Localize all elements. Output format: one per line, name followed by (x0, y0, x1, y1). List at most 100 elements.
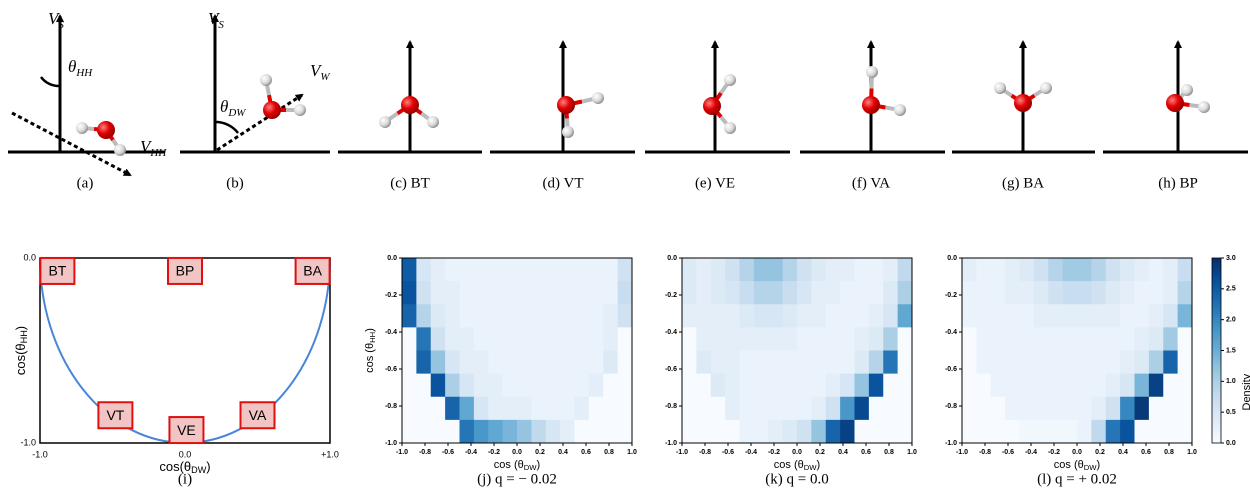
heat-cell (1120, 419, 1135, 444)
heat-cell (1091, 373, 1107, 398)
heat-cell (825, 304, 841, 328)
heat-cell (976, 304, 992, 328)
heat-cell (868, 396, 884, 421)
heat-cell (1163, 327, 1179, 351)
heat-cell (897, 304, 913, 328)
heat-cell (1148, 396, 1164, 421)
heat-cell (1033, 281, 1049, 305)
x-tick-label: 1.0 (907, 449, 917, 456)
x-tick-label: -0.4 (1025, 449, 1037, 456)
axis-label: cos (θDW) (774, 459, 820, 472)
heat-cell (897, 396, 913, 421)
heat-cell (1134, 327, 1150, 351)
axis-label: cos (θDW) (494, 459, 540, 472)
heat-cell (1033, 258, 1049, 282)
heat-cell (962, 327, 977, 351)
axis-label-part: cos (θ (1054, 459, 1084, 471)
heat-cell (1091, 258, 1107, 282)
hydrogen-atom (894, 104, 906, 116)
colorbar-step (1212, 378, 1221, 382)
heat-cell (682, 258, 697, 282)
heat-cell (402, 419, 417, 444)
heat-cell (797, 327, 812, 351)
heat-cell (897, 281, 913, 305)
symbol-label: VHH (140, 137, 167, 159)
axis-label-sub: DW (191, 465, 207, 475)
heat-cell (696, 258, 712, 282)
x-tick-label: 0.8 (604, 449, 614, 456)
state-label: BP (176, 263, 195, 279)
heat-cell (517, 419, 532, 444)
heat-cell (710, 350, 726, 375)
heat-cell (797, 258, 812, 282)
heat-cell (1134, 350, 1150, 375)
heat-cell (797, 304, 812, 328)
heat-cell (1177, 281, 1193, 305)
x-tick-label: 0.0 (512, 449, 522, 456)
heat-cell (1148, 304, 1164, 328)
panel-caption: (c) BT (390, 175, 430, 191)
heat-cell (962, 419, 977, 444)
heat-cell (502, 373, 518, 398)
heat-cell (603, 419, 619, 444)
heat-cell (768, 304, 784, 328)
state-label: BA (303, 263, 322, 279)
heat-cell (402, 373, 417, 398)
heat-cell (1077, 281, 1092, 305)
heat-cell (868, 258, 884, 282)
heat-cell (1048, 350, 1064, 375)
heat-cell (739, 304, 755, 328)
heat-cell (883, 396, 899, 421)
colorbar-step (1212, 362, 1221, 367)
heat-cell (545, 258, 561, 282)
panel-caption: (a) (77, 175, 94, 191)
heat-cell (797, 281, 812, 305)
heat-cell (588, 258, 604, 282)
heat-cell (517, 350, 532, 375)
heat-cell (739, 350, 755, 375)
heat-cell (811, 327, 827, 351)
heat-cell (883, 258, 899, 282)
heat-cell (1091, 327, 1107, 351)
heat-cell (962, 350, 977, 375)
symbol-main: V (140, 137, 153, 156)
heat-cell (502, 258, 518, 282)
heat-cell (710, 304, 726, 328)
colorbar-step (1212, 424, 1221, 428)
heat-cell (1062, 304, 1078, 328)
heat-cell (782, 350, 798, 375)
colorbar-step (1212, 350, 1221, 354)
heat-cell (588, 396, 604, 421)
heat-cell (1048, 258, 1064, 282)
axis-label-part: ) (13, 326, 28, 330)
colorbar-label: Density (1241, 373, 1250, 410)
oxygen-atom (557, 96, 575, 114)
hydrogen-atom (724, 74, 736, 86)
oxygen-atom (1166, 94, 1184, 112)
heat-cell (1163, 281, 1179, 305)
heat-cell (1077, 327, 1092, 351)
heat-cell (473, 327, 489, 351)
x-tick-label: -1.0 (676, 449, 688, 456)
heat-cell (883, 419, 899, 444)
colorbar-step (1212, 436, 1221, 441)
heat-cell (459, 304, 475, 328)
heat-cell (825, 327, 841, 351)
heat-cell (1077, 350, 1092, 375)
symbol-label: VS (208, 9, 224, 31)
heat-cell (768, 258, 784, 282)
colorbar-step (1212, 304, 1221, 308)
colorbar-step (1212, 344, 1221, 348)
heat-cell (990, 350, 1006, 375)
hydrogen-atom (260, 74, 272, 86)
heat-cell (531, 304, 547, 328)
axis-label-part: cos(θ (159, 459, 191, 474)
heat-cell (430, 396, 446, 421)
hydrogen-atom (1040, 82, 1052, 94)
heat-cell (459, 419, 475, 444)
x-tick-label: 0.0 (179, 449, 192, 459)
heat-cell (976, 373, 992, 398)
heat-cell (416, 373, 432, 398)
